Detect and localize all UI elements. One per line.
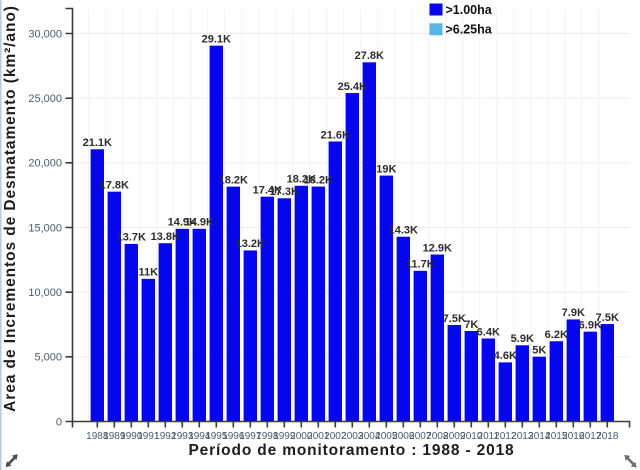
svg-text:2016: 2016 <box>562 431 585 442</box>
svg-text:11.7K: 11.7K <box>406 259 435 271</box>
svg-text:18.2K: 18.2K <box>304 174 333 186</box>
svg-text:25,000: 25,000 <box>28 93 62 105</box>
svg-text:1999: 1999 <box>273 431 296 442</box>
svg-text:14.9K: 14.9K <box>185 217 214 229</box>
svg-text:7.5K: 7.5K <box>596 312 619 324</box>
svg-text:2012: 2012 <box>494 431 517 442</box>
svg-text:>1.00ha: >1.00ha <box>446 3 493 17</box>
svg-text:7K: 7K <box>464 319 478 331</box>
svg-text:2005: 2005 <box>375 431 398 442</box>
svg-text:1996: 1996 <box>222 431 245 442</box>
svg-text:13.8K: 13.8K <box>151 231 180 243</box>
svg-text:10,000: 10,000 <box>28 287 62 299</box>
svg-text:2009: 2009 <box>443 431 466 442</box>
svg-text:17.4K: 17.4K <box>253 184 282 196</box>
svg-text:7.5K: 7.5K <box>443 313 466 325</box>
svg-text:5K: 5K <box>532 344 546 356</box>
svg-text:>6.25ha: >6.25ha <box>446 23 493 37</box>
svg-text:2002: 2002 <box>324 431 347 442</box>
svg-text:6.9K: 6.9K <box>579 319 602 331</box>
svg-text:1998: 1998 <box>256 431 279 442</box>
svg-text:2001: 2001 <box>307 431 330 442</box>
svg-text:2003: 2003 <box>341 431 364 442</box>
svg-text:2011: 2011 <box>478 431 500 442</box>
svg-text:1997: 1997 <box>239 431 262 442</box>
svg-text:14.9K: 14.9K <box>168 217 197 229</box>
svg-text:1993: 1993 <box>171 431 194 442</box>
svg-text:2013: 2013 <box>511 431 534 442</box>
svg-text:13.7K: 13.7K <box>117 232 146 244</box>
svg-text:13.2K: 13.2K <box>236 238 265 250</box>
svg-text:6.4K: 6.4K <box>477 326 500 338</box>
svg-text:Area de Incrementos de Desmata: Area de Incrementos de Desmatamento (km²… <box>2 5 19 412</box>
svg-text:0: 0 <box>56 416 62 428</box>
svg-text:19K: 19K <box>376 163 396 175</box>
svg-text:2017: 2017 <box>579 431 602 442</box>
svg-text:27.8K: 27.8K <box>355 50 384 62</box>
svg-text:18.2K: 18.2K <box>219 174 248 186</box>
svg-text:Período de monitoramento : 198: Período de monitoramento : 1988 - 2018 <box>188 442 514 459</box>
svg-text:1992: 1992 <box>154 431 177 442</box>
svg-text:6.2K: 6.2K <box>545 329 568 341</box>
svg-text:21.6K: 21.6K <box>321 129 350 141</box>
svg-text:20,000: 20,000 <box>28 158 62 170</box>
svg-text:2010: 2010 <box>460 431 483 442</box>
svg-text:15,000: 15,000 <box>28 222 62 234</box>
svg-text:7.9K: 7.9K <box>562 307 585 319</box>
svg-text:1995: 1995 <box>205 431 228 442</box>
svg-text:2018: 2018 <box>596 431 619 442</box>
svg-text:1988: 1988 <box>86 431 109 442</box>
svg-text:2008: 2008 <box>426 431 449 442</box>
svg-text:2015: 2015 <box>545 431 568 442</box>
svg-text:1989: 1989 <box>103 431 126 442</box>
svg-text:1991: 1991 <box>137 431 160 442</box>
svg-text:30,000: 30,000 <box>28 28 62 40</box>
svg-text:18.2K: 18.2K <box>287 174 316 186</box>
svg-text:1994: 1994 <box>188 431 211 442</box>
svg-text:11K: 11K <box>139 267 159 279</box>
svg-text:2004: 2004 <box>358 431 381 442</box>
svg-text:12.9K: 12.9K <box>423 242 452 254</box>
svg-text:29.1K: 29.1K <box>202 33 231 45</box>
svg-text:21.1K: 21.1K <box>83 137 112 149</box>
svg-text:25.4K: 25.4K <box>338 81 367 93</box>
svg-text:2014: 2014 <box>528 431 551 442</box>
svg-text:17.3K: 17.3K <box>270 186 299 198</box>
svg-text:14.3K: 14.3K <box>389 225 418 237</box>
svg-text:4.6K: 4.6K <box>494 350 517 362</box>
svg-text:5,000: 5,000 <box>34 352 62 364</box>
svg-text:17.8K: 17.8K <box>100 179 129 191</box>
svg-text:1990: 1990 <box>120 431 143 442</box>
svg-text:5.9K: 5.9K <box>511 333 534 345</box>
svg-text:2000: 2000 <box>290 431 313 442</box>
svg-text:2006: 2006 <box>392 431 415 442</box>
svg-text:2007: 2007 <box>409 431 432 442</box>
